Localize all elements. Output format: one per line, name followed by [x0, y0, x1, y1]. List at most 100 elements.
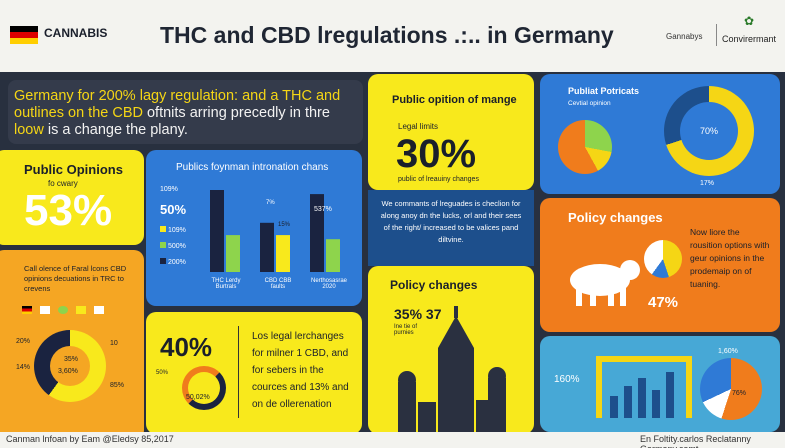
intro-text-start: Germany for 200% lagy regulation: and a …	[14, 88, 341, 121]
legend-3-label: 109%	[167, 227, 186, 234]
teal-right-pct: 76%	[732, 390, 747, 397]
public-opinions-title: Public Opinions	[24, 162, 123, 177]
faral-title: Call olence of Faral lcons CBD opinions …	[24, 264, 127, 293]
square-yellow-icon	[76, 306, 86, 314]
legend-swatch-green	[160, 242, 166, 248]
legend-5-label: 200%	[167, 259, 186, 266]
intro-text: Germany for 200% lagy regulation: and a …	[14, 88, 359, 139]
flag-mini-icon	[22, 306, 32, 314]
flag-stripe-gold	[10, 38, 38, 44]
footer-bar	[0, 432, 785, 448]
faral-icons-panel: Call olence of Faral lcons CBD opinions …	[0, 250, 144, 440]
left-pct: 20%	[16, 338, 31, 345]
ring-pct: 70%	[700, 126, 719, 136]
legend-swatch-yellow	[160, 226, 166, 232]
bar-1-0	[260, 222, 274, 272]
bar-label-1: 7%	[266, 200, 275, 206]
dark-text: We commants of lreguades is checlion for…	[380, 199, 522, 244]
policy-right-title: Policy changes	[568, 210, 663, 225]
city-skyline-icon	[398, 306, 506, 432]
public-option-note: public of lreauiny changes	[398, 176, 479, 183]
forty-small: 50,02%	[186, 394, 210, 401]
pie-chart-icon	[558, 120, 612, 174]
public-opinions-subtitle: fo cwary	[48, 179, 78, 188]
right-pct-2: 85%	[110, 382, 125, 389]
ring-hole	[680, 102, 738, 160]
footer-right: En Foltity.carlos Reclatanny Garmany.com…	[640, 434, 751, 448]
potricats-title: Publiat Potricats	[568, 86, 640, 96]
flag-stripe-red	[10, 32, 38, 38]
donut-hole	[50, 346, 90, 386]
square-icon	[40, 306, 50, 314]
policy-changes-right-panel: Policy changes 47% Now liore the rousiti…	[540, 198, 780, 332]
donut-inner-2: 3,60%	[58, 368, 78, 375]
bar-label-2: 15%	[278, 222, 291, 228]
legend-5: 200%	[160, 258, 186, 266]
teal-left-pct: 160%	[554, 374, 580, 385]
policy-left-title: Policy changes	[390, 278, 478, 292]
category-label-3: Nerthosasrae 2020	[310, 278, 348, 290]
chart-title: Publics foynman intronation chans	[176, 162, 329, 173]
pie-mini-icon	[644, 240, 682, 278]
header-bar	[0, 0, 785, 72]
legend-3: 109%	[160, 226, 186, 234]
left-pct-2: 14%	[16, 364, 31, 371]
header-right-label: Gannabys	[666, 32, 703, 41]
public-option-title: Public opition of mange	[392, 94, 517, 106]
public-option-sub: Legal limits	[398, 122, 439, 131]
policy-right-text: Now liore the rousition options with geu…	[690, 227, 770, 289]
leaf-mini-icon	[58, 306, 68, 314]
gauge-icon	[182, 366, 226, 410]
legend-4-label: 500%	[167, 243, 186, 250]
flag-stripe-black	[10, 26, 38, 32]
policy-left-sub: Ine tie of purnies	[394, 324, 418, 336]
public-opinions-value: 53%	[24, 186, 113, 235]
legend-1: 109%	[160, 186, 178, 193]
public-option-value: 30%	[396, 132, 477, 176]
public-potricats-panel: Publiat Potricats Cevtial opinion 70% 17…	[540, 74, 780, 194]
teal-chart-panel: 160% 1,60% 76%	[540, 336, 780, 432]
legend-4: 500%	[160, 242, 186, 250]
forty-percent-panel: 40% 50% 50,02% Los legal lerchanges for …	[146, 312, 362, 434]
intronation-chart-panel: Publics foynman intronation chans 109% 5…	[146, 150, 362, 306]
donut-inner-1: 35%	[64, 356, 79, 363]
intro-highlight: loow	[14, 122, 44, 138]
leaf-icon: ✿	[744, 14, 755, 28]
right-pct: 10	[110, 340, 118, 347]
footer-left: Canman lnfoan by Eam @Eledsy 85,2017	[6, 434, 174, 444]
intro-text-mid: oftnits arring precedly in thre	[142, 105, 330, 121]
policy-right-pct: 47%	[648, 294, 679, 311]
forty-text: Los legal lerchanges for milner 1 CBD, a…	[252, 331, 349, 410]
legend-swatch-dark	[160, 258, 166, 264]
ring-pct-below: 17%	[700, 180, 715, 187]
bar-0-1	[226, 235, 240, 272]
public-option-panel: Public opition of mange Legal limits 30%…	[368, 74, 534, 190]
bar-2-1	[326, 239, 340, 272]
bar-chart	[210, 190, 340, 272]
forty-value: 40%	[160, 332, 213, 362]
forty-left-small: 50%	[156, 370, 169, 376]
policy-changes-left-panel: Policy changes 35% 37 Ine tie of purnies	[368, 266, 534, 434]
public-opinions-panel: Public Opinions fo cwary 53%	[0, 150, 144, 245]
teal-top-pct: 1,60%	[718, 348, 738, 355]
forty-divider	[238, 326, 239, 418]
column-chart-icon	[596, 356, 692, 418]
square-white-icon	[94, 306, 104, 314]
policy-left-value: 35% 37	[394, 306, 442, 322]
pie-chart-teal-icon	[700, 358, 762, 420]
brand-label: CANNABIS	[44, 26, 108, 40]
bar-1-1	[276, 235, 290, 272]
bar-0-0	[210, 190, 224, 272]
bar-2-0	[310, 194, 324, 272]
legend-2: 50%	[160, 202, 187, 217]
potricats-sub: Cevtial opinion	[568, 100, 611, 107]
small-icons-row	[22, 306, 104, 314]
category-label-1: THC Lerdy Burtrals	[211, 278, 241, 290]
animal-icon	[570, 260, 640, 306]
intro-text-end: is a change the plany.	[43, 122, 188, 138]
dark-text-panel: We commants of lreguades is checlion for…	[368, 190, 534, 266]
bar-label-3: 537%	[314, 206, 332, 213]
header-divider	[716, 24, 717, 46]
category-label-2: CBD CBB faults	[264, 278, 292, 290]
header-right-label-2: Convirermant	[722, 34, 777, 44]
